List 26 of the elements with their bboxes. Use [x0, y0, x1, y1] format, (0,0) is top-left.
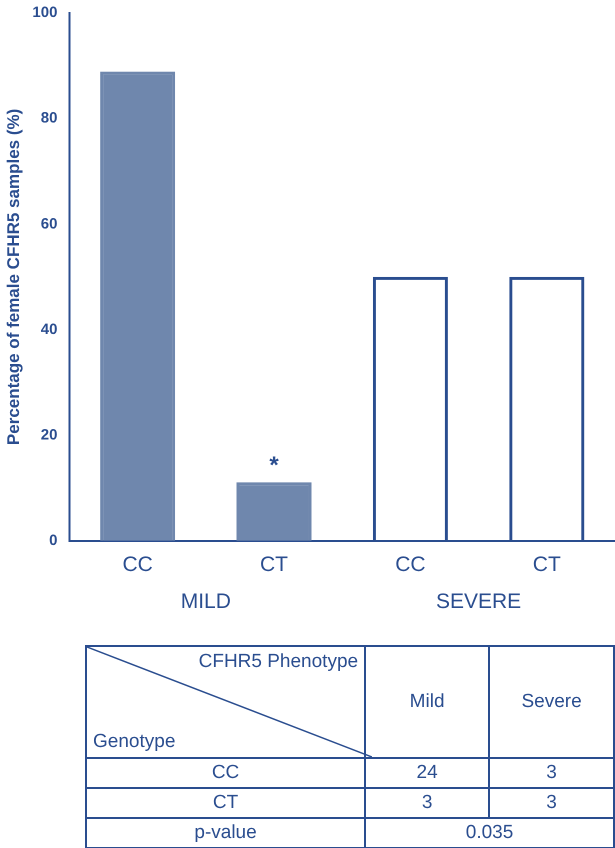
y-tick-label: 20: [40, 426, 58, 444]
x-tick-label: CC: [395, 553, 426, 576]
text: 3: [489, 758, 614, 788]
x-tick-label: CT: [260, 553, 288, 576]
x-tick-label: CC: [122, 553, 153, 576]
text: 3: [489, 788, 614, 818]
text: CT: [86, 788, 366, 818]
text: 0.035: [365, 818, 614, 848]
text: Mild: [365, 646, 490, 758]
text: p-value: [86, 818, 366, 848]
y-tick-label: 40: [40, 320, 58, 338]
text: 24: [365, 758, 490, 788]
text: CFHR5 Phenotype: [198, 651, 358, 673]
y-tick-label: 60: [40, 215, 58, 232]
y-axis-title: Percentage of female CFHR5 samples (%): [4, 108, 23, 446]
data-label: *: [269, 452, 280, 479]
x-tick-label: CT: [532, 553, 561, 576]
y-tick-label: 0: [49, 532, 58, 549]
y-tick-label: 80: [40, 110, 58, 127]
text: Severe: [489, 646, 614, 758]
text: CC: [86, 758, 366, 788]
y-tick-label: 100: [32, 4, 58, 22]
text: Genotype: [93, 731, 176, 753]
text: 3: [365, 788, 490, 818]
text: MILD: [180, 590, 231, 614]
text: SEVERE: [436, 590, 522, 614]
